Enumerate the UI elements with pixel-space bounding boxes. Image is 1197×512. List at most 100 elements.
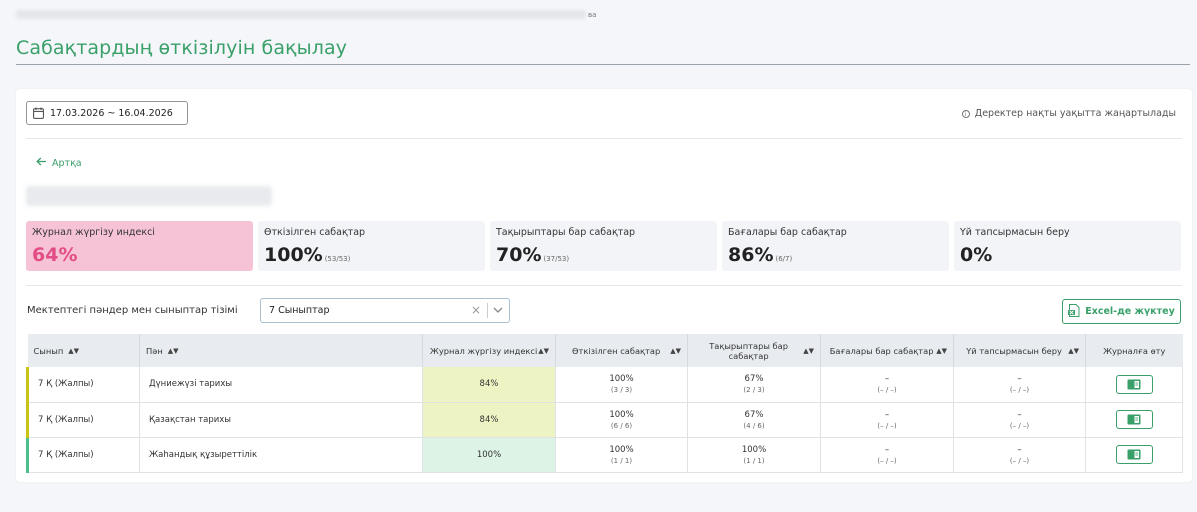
cell-sub: (4 / 6)	[743, 421, 765, 430]
stat-label: Үй тапсырмасын беру	[960, 227, 1070, 238]
th-class[interactable]: Сынып ▲▼	[27, 334, 140, 367]
realtime-note-text: Деректер нақты уақытта жаңартылады	[974, 108, 1176, 119]
cell-value: –	[884, 409, 890, 420]
select-divider	[487, 303, 488, 318]
subjects-table: Сынып ▲▼ Пән ▲▼ Журнал жүргізу индексі ▲▼ Ө…	[26, 334, 1183, 473]
stat-value: 0%	[960, 244, 993, 266]
cell-value: –	[884, 374, 890, 385]
cell-sub: (– / –)	[1009, 386, 1030, 395]
stat-sub: (53/53)	[324, 255, 351, 263]
cell-sub: (– / –)	[877, 386, 897, 395]
date-range-picker[interactable]: 17.03.2026 ~ 16.04.2026	[26, 101, 188, 125]
cell-open-journal	[1085, 402, 1183, 438]
stat-label: Тақырыптары бар сабақтар	[496, 227, 636, 238]
cell-class: 7 Қ (Жалпы)	[26, 437, 140, 473]
cell-value: 67%	[744, 409, 764, 420]
title-divider	[16, 64, 1190, 65]
sort-icon[interactable]: ▲▼	[670, 346, 681, 355]
th-label: Пән	[146, 345, 163, 356]
th-label: Бағалары бар сабақтар	[829, 345, 934, 356]
cell-sub: (6 / 6)	[610, 421, 633, 430]
cell-lessons-with-topics: 67% (2 / 3)	[687, 367, 821, 403]
sort-icon[interactable]: ▲▼	[1068, 346, 1079, 355]
class-select[interactable]: 7 Сыныптар ×	[260, 298, 510, 323]
sort-icon[interactable]: ▲▼	[803, 346, 814, 355]
sort-icon[interactable]: ▲▼	[68, 346, 80, 355]
table-header-row: Сынып ▲▼ Пән ▲▼ Журнал жүргізу индексі ▲▼ Ө…	[27, 334, 1183, 367]
stat-value: 64%	[32, 244, 78, 266]
th-lessons-held[interactable]: Өткізілген сабақтар ▲▼	[555, 334, 688, 367]
stat-lessons-with-grades: Бағалары бар сабақтар 86% (6/7)	[722, 221, 949, 271]
stat-value: 100% (53/53)	[264, 244, 351, 266]
th-lessons-with-grades[interactable]: Бағалары бар сабақтар ▲▼	[820, 334, 954, 367]
cell-sub: (3 / 3)	[610, 386, 633, 395]
th-lessons-with-topics[interactable]: Тақырыптары бар сабақтар ▲▼	[687, 334, 821, 367]
th-label: Журнал жүргізу индексі	[429, 345, 538, 356]
stat-value: 70% (37/53)	[496, 244, 570, 266]
cell-sub: (1 / 1)	[743, 456, 765, 465]
th-subject[interactable]: Пән ▲▼	[139, 334, 423, 367]
th-journal-index[interactable]: Журнал жүргізу индексі ▲▼	[422, 334, 556, 367]
cell-lessons-with-grades: – (– / –)	[820, 402, 954, 438]
cell-lessons-held: 100% (1 / 1)	[555, 437, 688, 473]
cell-value: –	[1017, 374, 1022, 385]
cell-sub: (– / –)	[1009, 421, 1030, 430]
stat-sub: (37/53)	[543, 255, 570, 263]
th-open-journal: Журналға өту	[1085, 334, 1183, 367]
cell-subject: Жаһандық құзыреттілік	[139, 437, 423, 473]
list-label: Мектептегі пәндер мен сыныптар тізімі	[27, 305, 238, 316]
stat-label: Өткізілген сабақтар	[264, 227, 366, 238]
cell-homework: – (– / –)	[953, 437, 1086, 473]
stat-lessons-with-topics: Тақырыптары бар сабақтар 70% (37/53)	[490, 221, 717, 271]
cell-journal-index: 100%	[422, 437, 556, 473]
table-row: 7 Қ (Жалпы) Қазақстан тарихы 84% 100% (6 …	[26, 402, 1183, 438]
cell-value: 100%	[741, 444, 767, 455]
cell-homework: – (– / –)	[953, 402, 1086, 438]
arrow-left-icon	[36, 157, 47, 169]
stat-label: Журнал жүргізу индексі	[32, 227, 155, 238]
th-label: Тақырыптары бар сабақтар	[709, 340, 788, 361]
school-name-blurred	[26, 186, 272, 206]
cell-journal-index: 84%	[422, 367, 556, 403]
cell-lessons-with-topics: 100% (1 / 1)	[687, 437, 821, 473]
cell-value: 100%	[609, 374, 634, 385]
stat-lessons-held: Өткізілген сабақтар 100% (53/53)	[258, 221, 485, 271]
excel-icon	[1068, 303, 1080, 320]
journal-book-icon	[1127, 414, 1141, 425]
back-link[interactable]: Артқа	[36, 157, 82, 169]
chevron-down-icon[interactable]	[492, 302, 504, 321]
th-label: Үй тапсырмасын беру	[966, 345, 1062, 356]
cell-lessons-with-topics: 67% (4 / 6)	[687, 402, 821, 438]
cell-sub: (2 / 3)	[743, 386, 765, 395]
sort-icon[interactable]: ▲▼	[538, 346, 549, 355]
open-journal-button[interactable]	[1115, 374, 1153, 394]
open-journal-button[interactable]	[1115, 410, 1153, 429]
sort-icon[interactable]: ▲▼	[936, 346, 947, 355]
excel-export-label: Excel-де жүктеу	[1085, 306, 1175, 317]
cell-value: –	[1017, 444, 1022, 455]
stat-sub: (6/7)	[775, 255, 793, 263]
open-journal-button[interactable]	[1115, 445, 1153, 464]
cell-value: 100%	[609, 409, 634, 420]
cell-open-journal	[1085, 437, 1183, 473]
excel-export-button[interactable]: Excel-де жүктеу	[1062, 299, 1181, 324]
class-select-value: 7 Сыныптар	[269, 305, 330, 316]
cell-homework: – (– / –)	[953, 367, 1086, 403]
cell-value: –	[1017, 409, 1022, 420]
realtime-note: i Деректер нақты уақытта жаңартылады	[961, 108, 1176, 119]
main-card: 17.03.2026 ~ 16.04.2026 i Деректер нақты…	[16, 89, 1192, 482]
date-range-value: 17.03.2026 ~ 16.04.2026	[50, 107, 173, 119]
cell-subject: Қазақстан тарихы	[139, 402, 423, 438]
th-label: Журналға өту	[1103, 345, 1166, 356]
stat-label: Бағалары бар сабақтар	[728, 227, 847, 238]
th-homework[interactable]: Үй тапсырмасын беру ▲▼	[953, 334, 1086, 367]
cell-sub: (– / –)	[877, 421, 897, 430]
info-icon: i	[961, 109, 970, 118]
breadcrumb-tail: ва	[588, 11, 597, 19]
clear-icon[interactable]: ×	[470, 303, 481, 317]
stat-homework: Үй тапсырмасын беру 0%	[954, 221, 1181, 271]
sort-icon[interactable]: ▲▼	[167, 346, 179, 355]
cell-class: 7 Қ (Жалпы)	[26, 402, 140, 438]
stat-value: 86% (6/7)	[728, 244, 793, 266]
cell-value: –	[884, 444, 890, 455]
